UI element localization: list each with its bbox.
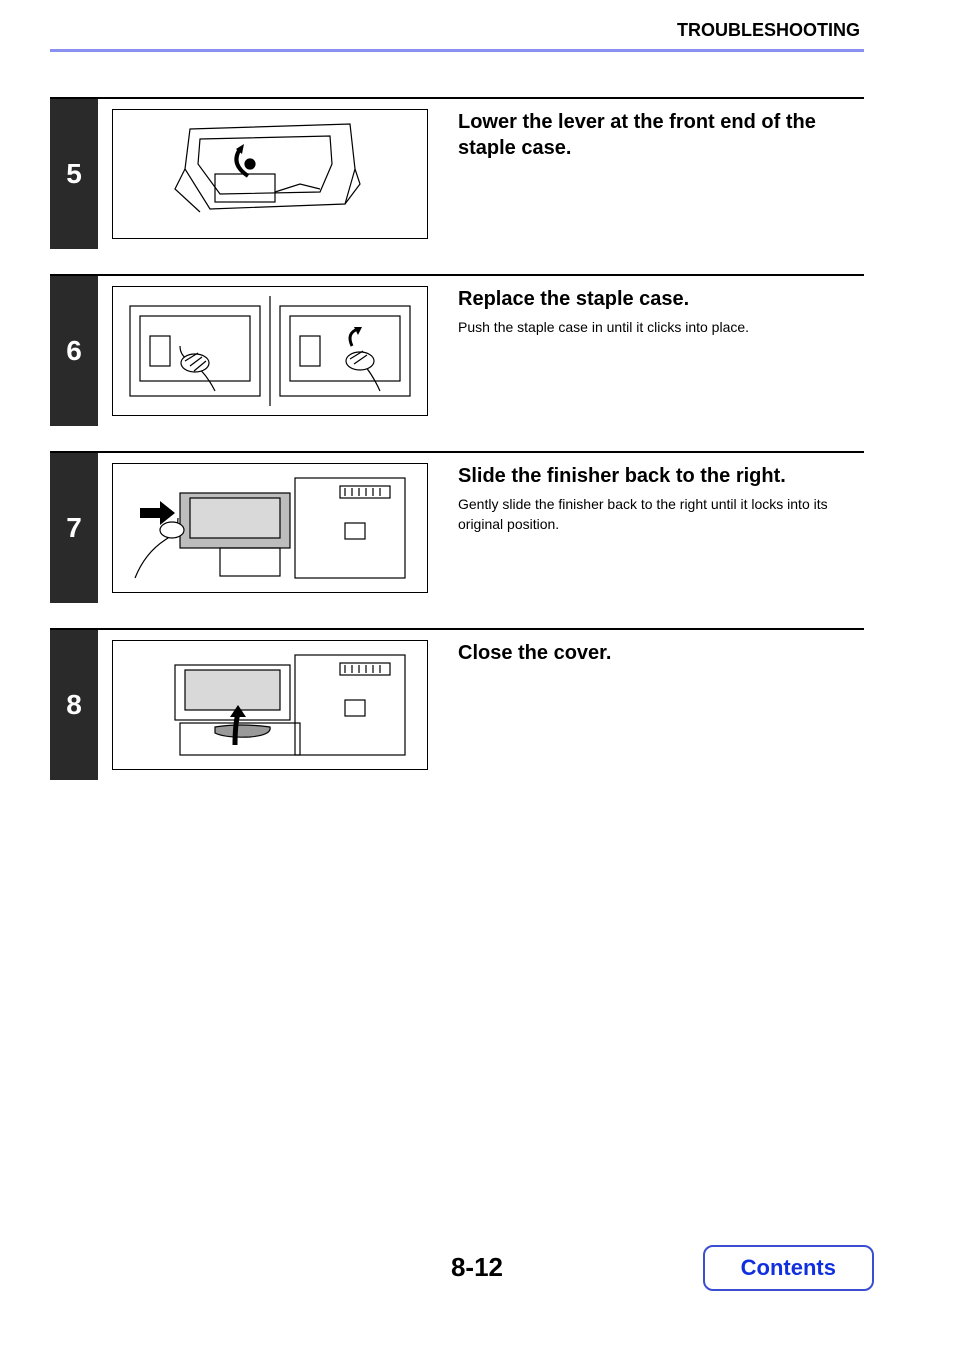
step-7-illustration	[112, 463, 428, 593]
step-7-desc: Gently slide the finisher back to the ri…	[458, 495, 864, 534]
step-text: Replace the staple case. Push the staple…	[438, 276, 864, 426]
step-number: 6	[50, 276, 98, 426]
step-6-title: Replace the staple case.	[458, 286, 864, 312]
step-image-col	[98, 99, 438, 249]
step-number: 7	[50, 453, 98, 603]
step-8-title: Close the cover.	[458, 640, 864, 666]
step-5: 5 Lower	[50, 97, 864, 249]
step-5-illustration	[112, 109, 428, 239]
step-5-title: Lower the lever at the front end of the …	[458, 109, 864, 161]
step-6: 6	[50, 274, 864, 426]
step-6-illustration	[112, 286, 428, 416]
step-6-desc: Push the staple case in until it clicks …	[458, 318, 864, 338]
step-8: 8	[50, 628, 864, 780]
step-7-title: Slide the finisher back to the right.	[458, 463, 864, 489]
step-text: Lower the lever at the front end of the …	[438, 99, 864, 249]
step-image-col	[98, 630, 438, 780]
header-bar: TROUBLESHOOTING	[50, 20, 864, 52]
section-title: TROUBLESHOOTING	[677, 20, 864, 40]
step-7: 7	[50, 451, 864, 603]
step-number: 8	[50, 630, 98, 780]
step-image-col	[98, 453, 438, 603]
step-text: Close the cover.	[438, 630, 864, 780]
step-text: Slide the finisher back to the right. Ge…	[438, 453, 864, 603]
step-8-illustration	[112, 640, 428, 770]
step-image-col	[98, 276, 438, 426]
contents-button[interactable]: Contents	[703, 1245, 874, 1291]
step-number: 5	[50, 99, 98, 249]
